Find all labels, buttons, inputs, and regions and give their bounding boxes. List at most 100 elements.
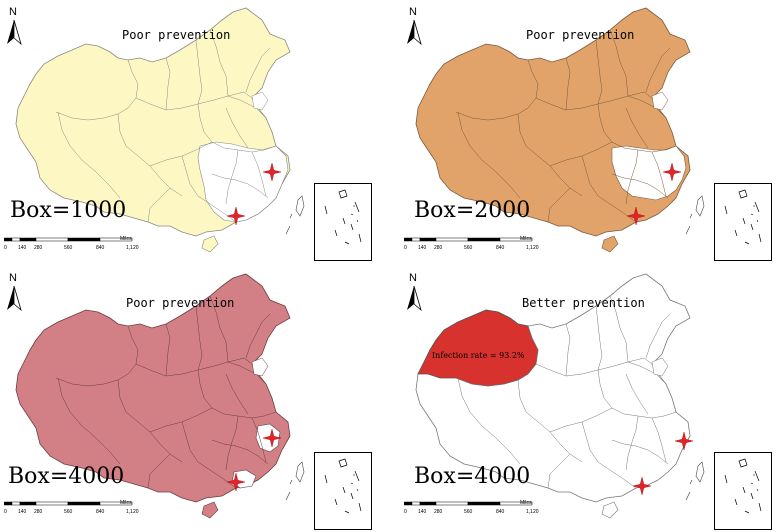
province-border bbox=[55, 59, 139, 121]
south-china-sea-inset bbox=[714, 452, 772, 530]
scale-tick-label: 0 bbox=[404, 509, 407, 515]
unaffected-region bbox=[611, 145, 687, 201]
south-china-sea-inset bbox=[314, 183, 372, 261]
province-border bbox=[57, 377, 121, 465]
province-border bbox=[457, 111, 521, 199]
box-size-label: Box=4000 bbox=[414, 464, 531, 489]
coast-dashes bbox=[285, 213, 293, 235]
province-border bbox=[227, 95, 267, 119]
scale-bar: 0 140 280 560 840 1,120 Miles bbox=[404, 236, 540, 256]
scale-unit-label: Miles bbox=[120, 236, 132, 242]
coast-dashes bbox=[685, 479, 693, 501]
china-map bbox=[15, 7, 305, 253]
province-border bbox=[609, 29, 629, 97]
bay bbox=[251, 357, 269, 377]
province-border bbox=[117, 379, 183, 463]
scale-unit-label: Miles bbox=[520, 236, 532, 242]
province-border bbox=[581, 421, 637, 489]
province-border bbox=[547, 453, 571, 489]
province-border bbox=[597, 369, 625, 415]
box-size-label: Box=2000 bbox=[414, 198, 531, 223]
bay bbox=[651, 357, 669, 377]
province-border bbox=[245, 47, 271, 93]
map-panel-4: N Better prevention Box=4000 Infection rate… bbox=[400, 266, 781, 532]
province-border bbox=[197, 103, 225, 149]
scale-tick-label: 840 bbox=[496, 509, 505, 515]
scale-tick-label: 0 bbox=[4, 509, 7, 515]
scale-tick-label: 140 bbox=[418, 245, 427, 251]
unaffected-region bbox=[197, 141, 289, 223]
province-border bbox=[595, 39, 603, 105]
province-border bbox=[627, 95, 667, 119]
scale-tick-label: 280 bbox=[34, 245, 43, 251]
prevention-title: Poor prevention bbox=[526, 28, 635, 42]
scale-tick-label: 560 bbox=[64, 245, 73, 251]
prevention-title: Poor prevention bbox=[126, 296, 235, 310]
province-border bbox=[195, 39, 203, 105]
scale-tick-label: 0 bbox=[4, 245, 7, 251]
star-marker-icon bbox=[674, 431, 694, 451]
province-border bbox=[251, 417, 267, 463]
province-border bbox=[165, 323, 171, 377]
taiwan-island bbox=[295, 461, 305, 483]
north-label: N bbox=[409, 272, 417, 284]
province-border bbox=[181, 155, 237, 223]
north-arrow-icon: N bbox=[404, 272, 424, 312]
scale-unit-label: Miles bbox=[120, 500, 132, 506]
scale-bar: 0 140 280 560 840 1,120 Miles bbox=[4, 500, 140, 520]
province-border bbox=[609, 295, 629, 363]
province-border bbox=[611, 173, 669, 199]
china-map bbox=[15, 273, 305, 519]
scale-bar: 0 140 280 560 840 1,120 Miles bbox=[4, 236, 140, 256]
province-border bbox=[225, 373, 249, 415]
province-border bbox=[225, 149, 239, 205]
map-panel-3: N Poor prevention Box=4000 0 140 280 560 840 1,1… bbox=[0, 266, 390, 532]
scale-tick-label: 280 bbox=[434, 245, 443, 251]
coast-dashes bbox=[285, 479, 293, 501]
province-border bbox=[195, 305, 203, 371]
scale-tick-label: 1,120 bbox=[126, 245, 139, 251]
north-arrow-icon: N bbox=[4, 272, 24, 312]
province-border bbox=[225, 107, 249, 149]
province-border bbox=[455, 325, 539, 387]
south-china-sea-inset bbox=[314, 452, 372, 530]
province-border bbox=[625, 107, 649, 149]
star-marker-icon bbox=[262, 428, 282, 448]
scale-tick-label: 0 bbox=[404, 245, 407, 251]
province-border bbox=[645, 313, 671, 359]
province-border bbox=[517, 379, 583, 463]
province-border bbox=[457, 377, 521, 465]
scale-tick-label: 280 bbox=[434, 509, 443, 515]
infection-rate-note: Infection rate = 93.2% bbox=[432, 351, 525, 360]
bay bbox=[251, 91, 269, 111]
province-border bbox=[57, 111, 121, 199]
province-border bbox=[209, 295, 229, 363]
star-marker-icon bbox=[226, 206, 246, 226]
taiwan-island bbox=[695, 195, 705, 217]
scale-tick-label: 840 bbox=[96, 509, 105, 515]
province-border bbox=[197, 369, 225, 415]
star-marker-icon bbox=[632, 476, 652, 496]
north-arrow-icon: N bbox=[404, 6, 424, 46]
scale-bar: 0 140 280 560 840 1,120 Miles bbox=[404, 500, 540, 520]
province-border bbox=[651, 417, 667, 463]
province-border bbox=[625, 149, 639, 205]
scale-tick-label: 1,120 bbox=[126, 509, 139, 515]
star-marker-icon bbox=[262, 162, 282, 182]
scale-tick-label: 1,120 bbox=[526, 245, 539, 251]
province-border bbox=[211, 173, 269, 199]
province-border bbox=[597, 103, 625, 149]
scale-tick-label: 840 bbox=[496, 245, 505, 251]
province-border bbox=[455, 59, 539, 121]
province-border bbox=[165, 57, 171, 111]
scale-tick-label: 140 bbox=[18, 245, 27, 251]
scale-tick-label: 1,120 bbox=[526, 509, 539, 515]
province-border bbox=[565, 57, 571, 111]
scale-tick-label: 840 bbox=[96, 245, 105, 251]
scale-tick-label: 140 bbox=[418, 509, 427, 515]
bay bbox=[651, 91, 669, 111]
province-border bbox=[565, 323, 571, 377]
north-label: N bbox=[9, 6, 17, 18]
north-arrow-icon: N bbox=[4, 6, 24, 46]
taiwan-island bbox=[695, 461, 705, 483]
